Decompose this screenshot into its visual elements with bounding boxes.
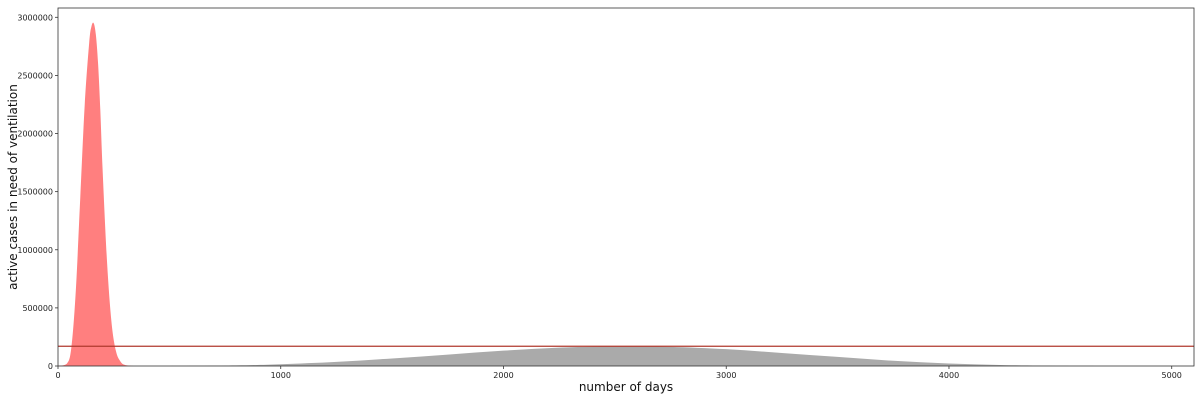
y-tick-label: 0 xyxy=(48,362,53,371)
series-area-2 xyxy=(169,346,1105,366)
x-axis: 0 1000 2000 3000 4000 5000 xyxy=(55,366,1182,380)
y-tick-label: 500000 xyxy=(22,304,53,313)
x-tick-label: 3000 xyxy=(716,371,736,380)
x-tick-label: 1000 xyxy=(271,371,291,380)
y-axis-title: active cases in need of ventilation xyxy=(6,84,20,290)
series-layer xyxy=(58,22,1105,366)
y-tick-label: 2000000 xyxy=(17,130,53,139)
y-tick-label: 1500000 xyxy=(17,188,53,197)
x-tick-label: 2000 xyxy=(493,371,513,380)
y-tick-label: 3000000 xyxy=(17,13,53,22)
y-tick-label: 2500000 xyxy=(17,71,53,80)
y-axis: 0 500000 1000000 1500000 2000000 2500000 30000… xyxy=(17,13,58,371)
x-axis-title: number of days xyxy=(579,380,673,394)
x-tick-label: 4000 xyxy=(939,371,959,380)
x-tick-label: 0 xyxy=(55,371,60,380)
series-area-1 xyxy=(58,22,134,366)
y-tick-label: 1000000 xyxy=(17,246,53,255)
plot-frame xyxy=(57,7,1195,367)
x-tick-label: 5000 xyxy=(1162,371,1182,380)
plot-background xyxy=(58,8,1194,366)
